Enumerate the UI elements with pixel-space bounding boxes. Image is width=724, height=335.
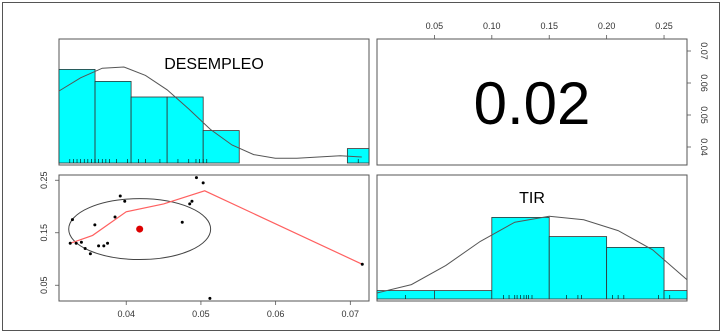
correlation-value: 0.02 xyxy=(474,70,591,137)
scatter-loess-line xyxy=(70,190,363,265)
scatter-centroid xyxy=(136,225,144,233)
tir-hist-bar-3 xyxy=(548,236,608,300)
tir-density-curve xyxy=(376,215,688,294)
top-axis-tick-label-2: 0.15 xyxy=(540,21,558,31)
desempleo-density-curve xyxy=(58,66,362,159)
tir-title: TIR xyxy=(519,190,545,207)
scatter-point-12 xyxy=(123,199,127,203)
scatter-y-tick-label-1: 0.15 xyxy=(39,224,49,242)
scatter-point-11 xyxy=(118,194,122,198)
desempleo-hist-bar-2 xyxy=(130,96,168,164)
pairs-plot-frame: DESEMPLEO TIR 0.02 0.05 0.10 0.15 0.20 0.25 0.04… xyxy=(2,2,720,331)
scatter-point-15 xyxy=(188,202,192,206)
desempleo-hist-bar-1 xyxy=(94,81,132,164)
scatter-y-tick-label-2: 0.25 xyxy=(39,171,49,189)
scatter-point-8 xyxy=(102,244,106,248)
scatter-x-tick-label-1: 0.05 xyxy=(192,309,210,319)
scatter-point-19 xyxy=(208,296,212,300)
scatter-point-6 xyxy=(93,223,97,227)
scatter-x-tick-label-0: 0.04 xyxy=(117,309,135,319)
scatter-point-4 xyxy=(83,247,87,250)
tir-hist-bar-1 xyxy=(434,290,493,300)
desempleo-hist-bar-0 xyxy=(58,69,96,164)
desempleo-hist-bar-3 xyxy=(166,96,204,164)
right-axis-tick-label-3: 0.07 xyxy=(699,42,709,60)
scatter-point-18 xyxy=(201,181,205,185)
scatter-point-2 xyxy=(74,241,78,245)
scatter-point-10 xyxy=(113,215,117,219)
scatter-point-5 xyxy=(88,252,92,256)
scatter-point-3 xyxy=(79,240,83,244)
top-axis-tick-label-4: 0.25 xyxy=(655,21,673,31)
scatter-point-20 xyxy=(360,262,364,266)
scatter-point-0 xyxy=(68,241,72,245)
scatter-point-14 xyxy=(180,220,184,224)
scatter-point-16 xyxy=(190,199,194,203)
top-axis-tick-label-1: 0.10 xyxy=(483,21,501,31)
scatter-ellipse xyxy=(68,198,212,261)
desempleo-hist-bar-4 xyxy=(202,130,240,164)
right-axis-tick-label-1: 0.05 xyxy=(699,106,709,124)
panel-border-tir xyxy=(376,174,688,302)
scatter-x-tick-label-2: 0.06 xyxy=(267,309,285,319)
desempleo-title: DESEMPLEO xyxy=(164,56,264,73)
panel-border-corr xyxy=(376,38,688,166)
scatter-point-17 xyxy=(194,176,198,180)
pairs-plot-canvas: DESEMPLEO TIR 0.02 0.05 0.10 0.15 0.20 0.25 0.04… xyxy=(39,21,709,319)
right-axis-tick-label-2: 0.06 xyxy=(699,74,709,92)
scatter-point-9 xyxy=(106,241,110,245)
scatter-point-1 xyxy=(70,218,74,222)
top-axis-tick-label-0: 0.05 xyxy=(426,21,444,31)
panel-border-scat xyxy=(58,174,370,302)
top-axis-tick-label-3: 0.20 xyxy=(598,21,616,31)
scatter-point-7 xyxy=(97,244,101,248)
tir-hist-bar-4 xyxy=(606,246,665,300)
scatter-y-tick-label-0: 0.05 xyxy=(39,276,49,294)
tir-hist-bar-5 xyxy=(663,290,688,300)
scatter-x-tick-label-3: 0.07 xyxy=(342,309,360,319)
right-axis-tick-label-0: 0.04 xyxy=(699,138,709,156)
